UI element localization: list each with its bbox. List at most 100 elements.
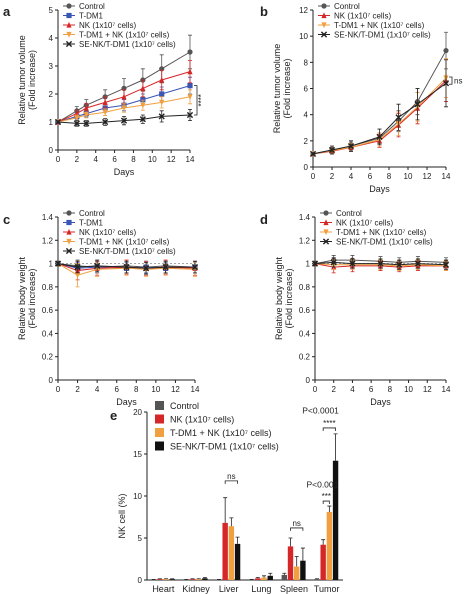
legend-label: NK (1x10⁷ cells) [170, 415, 234, 425]
legend-swatch [155, 428, 164, 437]
data-point [121, 93, 127, 100]
legend-marker [66, 12, 72, 19]
bar [320, 544, 326, 580]
data-point [347, 142, 355, 150]
series-4 [309, 59, 450, 158]
y-tick-label: 0.8 [299, 283, 311, 292]
data-point [120, 117, 128, 124]
category-label: Heart [152, 584, 175, 594]
legend-marker [66, 219, 72, 226]
x-tick-label: 12 [171, 385, 180, 394]
y-tick-label: 12 [299, 6, 308, 15]
legend-entry: T-DM1 + NK (1x10⁷ cells) [63, 31, 170, 40]
bar [150, 579, 157, 581]
legend-entry: T-DM1 + NK (1x10⁷ cells) [63, 238, 170, 247]
bar [255, 578, 261, 580]
x-tick-label: 10 [151, 385, 160, 394]
significance-label: **** [197, 94, 206, 106]
x-tick-label: 6 [112, 155, 117, 164]
panel-c: c 0 2 4 6 8 10 12 14 0 0.2 0.4 0.6 0.8 1 1.2 1.4 Days Rela… [3, 209, 200, 407]
significance-label: P<0.0001 [302, 406, 339, 416]
significance-label: ns [292, 519, 300, 528]
y-tick-label: 0 [49, 376, 54, 385]
bar [157, 579, 163, 580]
bar [202, 578, 208, 580]
data-point [186, 111, 194, 119]
significance-label: P<0.001 [306, 480, 338, 490]
bar [281, 574, 287, 580]
legend-entry: T-DM1 [63, 12, 104, 21]
bar [314, 579, 320, 580]
bar [169, 579, 175, 580]
legend-label: SE-NK/T-DM1 (1x10⁷ cells) [170, 442, 279, 452]
x-tick-label: 2 [75, 385, 80, 394]
data-point [83, 120, 90, 127]
legend-label: T-DM1 + NK (1x10⁷ cells) [170, 428, 272, 438]
bar [196, 579, 202, 580]
panel-letter: e [110, 408, 117, 423]
legend-label: SE-NK/T-DM1 (1x10⁷ cells) [336, 238, 433, 247]
data-point [330, 259, 337, 266]
y-tick-label: 5 [138, 534, 143, 543]
legend-entry: NK (1x10⁷ cells) [63, 21, 136, 30]
legend-marker [66, 228, 72, 235]
legend-entry: NK (1x10⁷ cells) [318, 12, 391, 21]
bar [267, 575, 273, 580]
significance-label: ns [454, 77, 462, 86]
data-point [376, 133, 383, 141]
series-4 [169, 433, 339, 580]
bar [234, 543, 241, 580]
data-point [139, 116, 146, 123]
legend-marker [322, 238, 330, 245]
data-point [74, 272, 81, 279]
bar [287, 546, 294, 580]
error-bar [321, 539, 326, 545]
legend-label: T-DM1 [79, 12, 104, 21]
bar [216, 579, 222, 581]
error-bar [288, 537, 293, 547]
y-tick-label: 10 [133, 492, 142, 501]
x-tick-label: 0 [311, 172, 316, 181]
y-tick-label: 0.6 [299, 306, 311, 315]
legend-label: Control [79, 209, 105, 218]
significance-label: ns [227, 472, 235, 481]
x-tick-label: 14 [442, 385, 451, 394]
bar [248, 579, 255, 581]
bar [332, 460, 339, 580]
data-point [83, 104, 89, 111]
significance-bracket [449, 76, 453, 85]
x-tick-label: 6 [369, 385, 374, 394]
x-tick-label: 14 [191, 385, 200, 394]
series-2 [157, 497, 326, 580]
y-tick-label: 15 [133, 450, 142, 459]
legend-marker [66, 238, 72, 245]
y-tick-label: 2 [304, 137, 309, 146]
panel-letter: b [260, 4, 268, 19]
y-tick-label: 0 [306, 376, 311, 385]
data-point [54, 118, 62, 126]
significance-label: *** [322, 492, 331, 501]
data-point [159, 91, 165, 97]
y-axis-label: (Fold increase) [27, 268, 37, 328]
data-point [121, 105, 127, 112]
legend-label: NK (1x10⁷ cells) [336, 219, 393, 228]
data-point [83, 112, 89, 119]
data-point [309, 150, 317, 158]
significance-bracket [290, 527, 304, 531]
y-axis-label: (Fold increase) [284, 268, 294, 328]
x-tick-label: 6 [368, 172, 373, 181]
data-point [140, 102, 146, 109]
error-bar [327, 505, 332, 512]
y-tick-label: 4 [49, 34, 54, 43]
y-tick-label: 0 [138, 576, 143, 585]
data-point [442, 261, 450, 268]
y-tick-label: 1 [49, 260, 54, 269]
legend-entry: T-DM1 + NK (1x10⁷ cells) [155, 428, 272, 438]
bar [163, 579, 169, 580]
legend-entry: SE-NK/T-DM1 (1x10⁷ cells) [155, 441, 279, 452]
legend-marker [321, 3, 327, 9]
data-point [102, 99, 108, 105]
bar [228, 526, 235, 580]
legend-marker [66, 3, 72, 9]
